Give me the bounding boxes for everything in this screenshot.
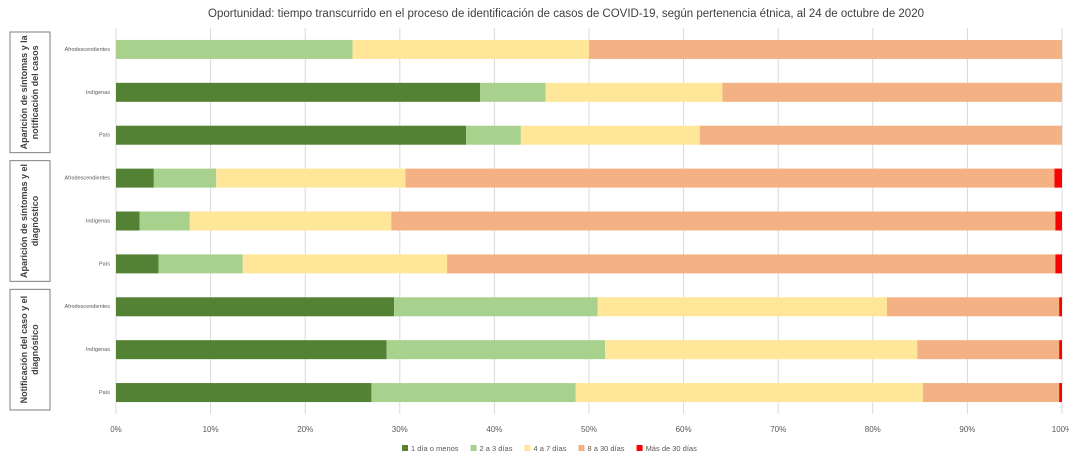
bar-segment [352, 39, 589, 59]
legend-label: 1 día o menos [411, 444, 459, 453]
legend-swatch [578, 445, 585, 451]
bar-segment [116, 297, 395, 317]
bar-segment [1059, 297, 1062, 317]
bar-segment [394, 297, 598, 317]
category-label: Afrodescendientes [64, 47, 110, 53]
group-box [9, 31, 51, 154]
group-box [9, 160, 51, 282]
bar-segment [116, 340, 387, 360]
category-label: Indígenas [86, 218, 110, 224]
bar-segment [1059, 383, 1062, 403]
bar-segment [386, 340, 606, 360]
legend-label: Más de 30 días [646, 444, 698, 453]
bar-segment [116, 125, 467, 145]
bar-segment [886, 297, 1060, 317]
x-tick-label: 90% [959, 425, 975, 434]
bar-segment [216, 168, 406, 188]
legend-label: 4 a 7 días [533, 444, 566, 453]
bar-segment [605, 340, 918, 360]
x-tick-label: 100% [1052, 425, 1069, 434]
bar-segment [699, 125, 1062, 145]
bar-segment [545, 82, 723, 102]
category-label: País [99, 261, 110, 267]
bar-segment [371, 383, 576, 403]
legend-label: 2 a 3 días [480, 444, 513, 453]
category-label: Afrodescendientes [64, 304, 110, 310]
legend-swatch [402, 445, 408, 451]
bar-segment [242, 254, 448, 274]
bar-segment [189, 211, 392, 231]
x-tick-label: 10% [203, 425, 219, 434]
bar-segment [405, 168, 1055, 188]
category-label: Indígenas [86, 90, 110, 96]
bar-segment [1055, 254, 1062, 274]
bar-segment [116, 211, 140, 231]
bar-segment [447, 254, 1056, 274]
bar-segment [116, 39, 353, 59]
bar-segment [597, 297, 887, 317]
bar-segment [520, 125, 700, 145]
x-tick-label: 80% [865, 425, 881, 434]
category-label: País [99, 390, 110, 396]
bar-segment [116, 383, 372, 403]
bar-segment [922, 383, 1060, 403]
bar-segment [158, 254, 243, 274]
category-label: País [99, 133, 110, 139]
category-label: Afrodescendientes [64, 176, 110, 182]
x-tick-label: 70% [770, 425, 786, 434]
bar-segment [722, 82, 1062, 102]
x-tick-label: 40% [486, 425, 502, 434]
bar-segment [1059, 340, 1062, 360]
chart-title: Oportunidad: tiempo transcurrido en el p… [208, 8, 924, 20]
group-label: Aparición de síntomas y la [19, 34, 29, 149]
group-label: diagnóstico [30, 195, 40, 246]
x-tick-label: 30% [392, 425, 408, 434]
group-box [9, 288, 51, 411]
group-label: notificación del casos [30, 45, 40, 139]
bar-segment [116, 168, 154, 188]
bar-segment [589, 39, 1062, 59]
bar-segment [480, 82, 546, 102]
bar-segment [153, 168, 217, 188]
group-label: diagnóstico [30, 324, 40, 375]
bar-segment [917, 340, 1060, 360]
group-label: Aparición de síntomas y el [19, 164, 29, 278]
category-label: Indígenas [86, 347, 110, 353]
legend-swatch [470, 445, 477, 451]
x-tick-label: 50% [581, 425, 597, 434]
legend-swatch [636, 445, 643, 451]
bar-segment [575, 383, 923, 403]
bar-segment [116, 82, 481, 102]
legend-label: 8 a 30 días [587, 444, 624, 453]
bar-segment [139, 211, 190, 231]
group-label: Notificación del caso y el [19, 296, 29, 404]
x-tick-label: 20% [297, 425, 313, 434]
bar-segment [391, 211, 1056, 231]
bar-segment [466, 125, 521, 145]
x-tick-label: 0% [110, 425, 122, 434]
bar-segment [1054, 168, 1062, 188]
bar-segment [1055, 211, 1062, 231]
x-tick-label: 60% [676, 425, 692, 434]
legend-swatch [524, 445, 531, 451]
bar-segment [116, 254, 159, 274]
